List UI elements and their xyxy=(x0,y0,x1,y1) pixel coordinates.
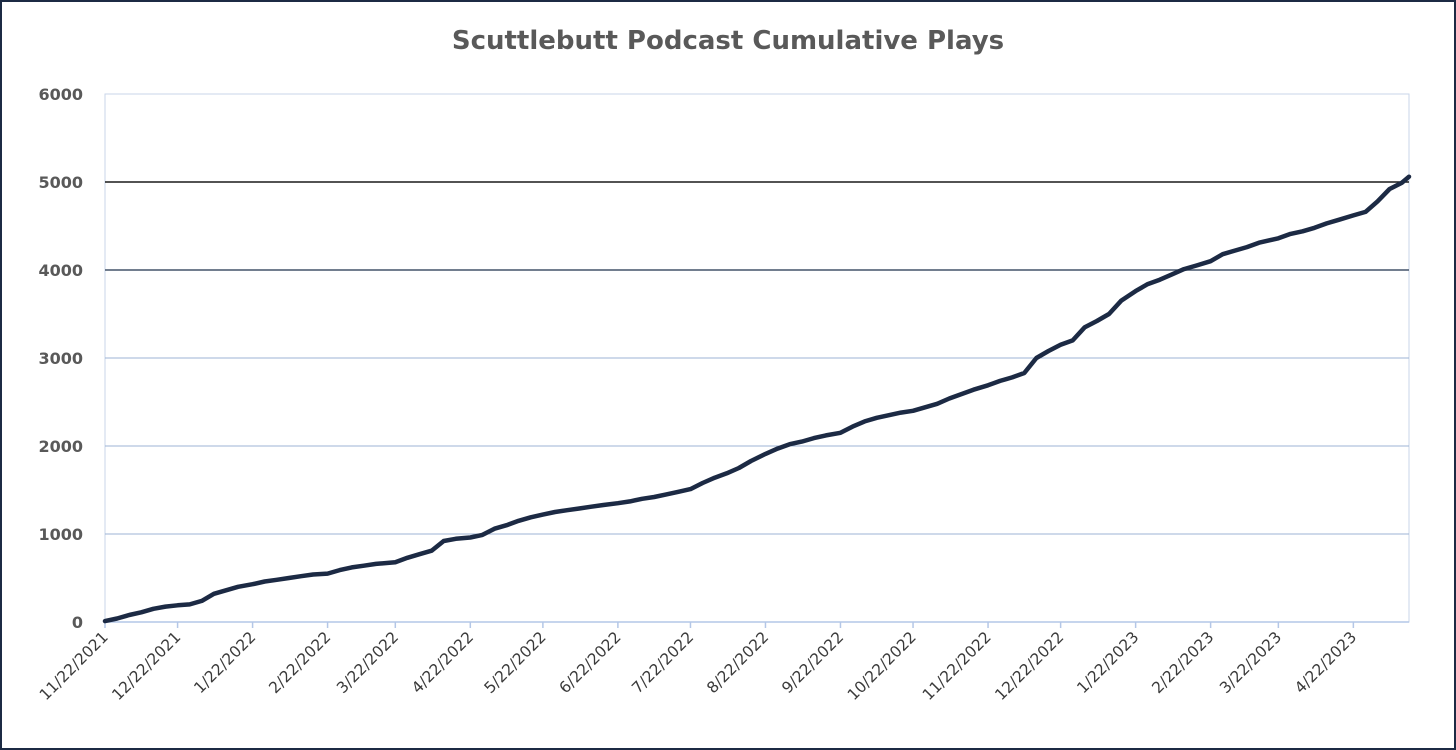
chart-title: Scuttlebutt Podcast Cumulative Plays xyxy=(451,26,1005,56)
x-tick-label: 2/22/2023 xyxy=(1149,628,1218,697)
x-tick-label: 9/22/2022 xyxy=(778,628,847,697)
x-tick-label: 2/22/2022 xyxy=(265,628,334,697)
x-tick-label: 12/22/2021 xyxy=(109,628,185,704)
x-tick-label: 12/22/2022 xyxy=(992,628,1068,704)
x-tick-label: 8/22/2022 xyxy=(703,628,772,697)
y-tick-label: 4000 xyxy=(38,261,83,280)
x-tick-label: 4/22/2023 xyxy=(1291,628,1360,697)
y-tick-label: 6000 xyxy=(38,85,83,104)
y-tick-label: 1000 xyxy=(38,525,83,544)
y-tick-label: 0 xyxy=(72,613,83,632)
x-tick-label: 4/22/2022 xyxy=(408,628,477,697)
plot-area: 010002000300040005000600011/22/202112/22… xyxy=(36,85,1412,704)
x-tick-label: 1/22/2022 xyxy=(190,628,259,697)
x-tick-label: 7/22/2022 xyxy=(628,628,697,697)
x-tick-label: 11/22/2022 xyxy=(919,628,995,704)
x-tick-label: 10/22/2022 xyxy=(844,628,920,704)
y-tick-label: 3000 xyxy=(38,349,83,368)
x-tick-label: 1/22/2023 xyxy=(1074,628,1143,697)
y-tick-label: 5000 xyxy=(38,173,83,192)
y-tick-label: 2000 xyxy=(38,437,83,456)
x-tick-label: 5/22/2022 xyxy=(481,628,550,697)
series-line xyxy=(102,174,1412,624)
x-tick-label: 3/22/2023 xyxy=(1216,628,1285,697)
x-tick-label: 3/22/2022 xyxy=(333,628,402,697)
x-tick-label: 6/22/2022 xyxy=(556,628,625,697)
x-tick-label: 11/22/2021 xyxy=(36,628,112,704)
